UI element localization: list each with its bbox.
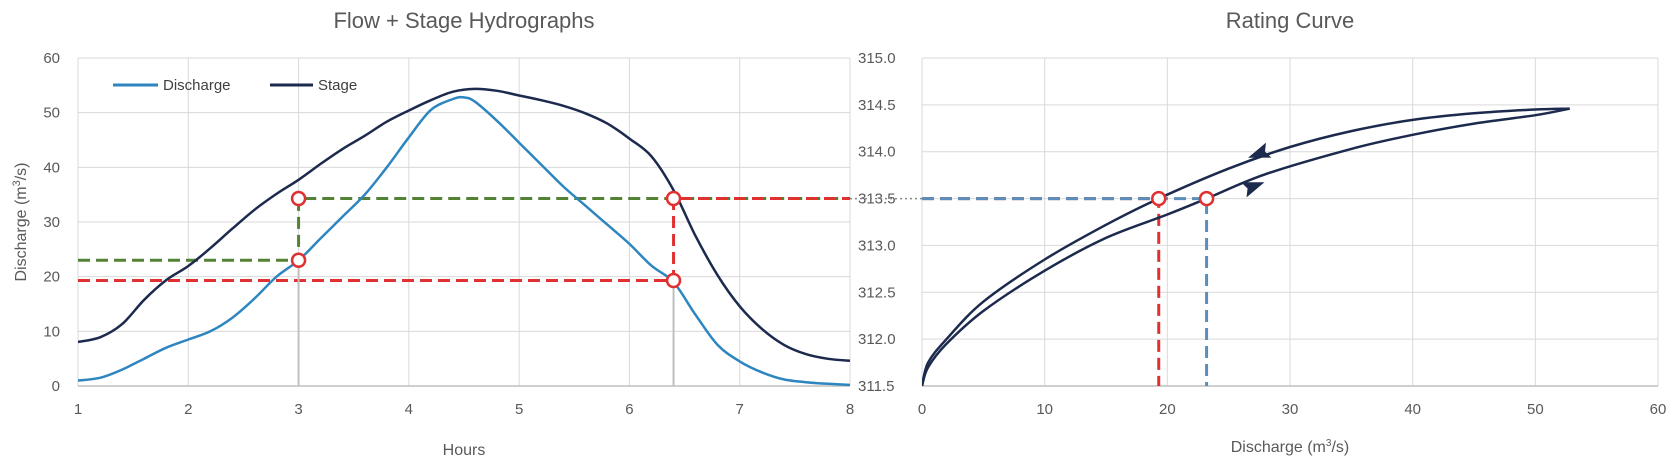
hydrograph-y-tick-label: 60 xyxy=(43,50,60,67)
hydrograph-y-tick-label: 40 xyxy=(43,159,60,176)
hydrograph-x-axis-label: Hours xyxy=(443,442,486,459)
hydrograph-y-tick-label: 30 xyxy=(43,214,60,231)
hydrograph-y2-tick-label: 311.5 xyxy=(858,378,894,395)
hydrograph-marker xyxy=(290,190,307,207)
hydrograph-y2-tick-label: 315.0 xyxy=(858,50,896,67)
rating-curve-x-tick-label: 60 xyxy=(1650,401,1667,418)
rating-curve-x-tick-label: 0 xyxy=(918,401,926,418)
hydrograph-reference-line xyxy=(78,196,850,282)
hydrograph-y-tick-label: 20 xyxy=(43,269,60,286)
rating-curve-x-tick-label: 20 xyxy=(1159,401,1176,418)
hydrograph-y2-tick-label: 313.0 xyxy=(858,237,896,254)
rating-curve-title: Rating Curve xyxy=(1226,8,1354,33)
rating-curve-marker xyxy=(1198,190,1215,207)
hydrograph-y-axis-label: Discharge (m3/s) xyxy=(11,162,30,281)
hydrograph-x-tick-label: 8 xyxy=(846,401,854,418)
hydrograph-y2-tick-label: 314.5 xyxy=(858,97,896,114)
hydrograph-y-ticks: 0 10 20 30 40 50 60 xyxy=(43,50,60,395)
hydrograph-reference-lines xyxy=(78,196,850,386)
hydrograph-y-tick-label: 50 xyxy=(43,105,60,122)
hydrograph-marker xyxy=(290,252,307,269)
legend-label-discharge: Discharge xyxy=(163,77,231,94)
hydrograph-x-tick-label: 6 xyxy=(625,401,633,418)
hydrograph-x-ticks: 1 2 3 4 5 6 7 8 xyxy=(74,401,854,418)
rating-curve-loop-line-upper xyxy=(922,107,1570,386)
hydrograph-y-tick-label: 0 xyxy=(52,378,60,395)
hydrograph-y-tick-label: 10 xyxy=(43,323,60,340)
rating-curve-x-tick-label: 40 xyxy=(1404,401,1421,418)
hydrograph-x-tick-label: 2 xyxy=(184,401,192,418)
hydrograph-marker xyxy=(665,190,682,207)
hydrograph-y2-tick-label: 312.0 xyxy=(858,331,896,348)
rating-curve-series xyxy=(922,107,1570,386)
hydrograph-series-line-stage xyxy=(78,87,850,362)
hydrograph-y2-tick-label: 312.5 xyxy=(858,284,896,301)
rating-curve-chart: Rating Curve 0 10 20 30 40 50 60 Discharge (m3… xyxy=(918,8,1667,456)
rating-curve-direction-arrow xyxy=(1241,182,1265,198)
hydrograph-x-tick-label: 5 xyxy=(515,401,523,418)
hydrograph-markers xyxy=(290,190,682,289)
hydrograph-y2-tick-label: 314.0 xyxy=(858,144,896,161)
hydrograph-grid xyxy=(77,57,851,387)
hydrograph-reference-line xyxy=(78,196,850,262)
rating-curve-markers xyxy=(1150,190,1215,207)
rating-curve-x-tick-label: 10 xyxy=(1036,401,1053,418)
rating-curve-marker xyxy=(1150,190,1167,207)
legend-label-stage: Stage xyxy=(318,77,357,94)
rating-curve-x-ticks: 0 10 20 30 40 50 60 xyxy=(918,401,1667,418)
rating-curve-direction-arrow xyxy=(1248,142,1272,158)
rating-curve-x-axis-label: Discharge (m3/s) xyxy=(1231,438,1349,456)
rating-curve-loop-line-lower xyxy=(922,107,1570,386)
hydrograph-x-tick-label: 1 xyxy=(74,401,82,418)
rating-curve-x-tick-label: 50 xyxy=(1527,401,1544,418)
rating-curve-x-tick-label: 30 xyxy=(1282,401,1299,418)
hydrograph-chart: Flow + Stage Hydrographs 0 10 20 30 40 50 60 3… xyxy=(11,8,896,459)
hydrograph-legend: Discharge Stage xyxy=(113,77,357,94)
hydrograph-title: Flow + Stage Hydrographs xyxy=(333,8,594,33)
hydrograph-series-line-discharge xyxy=(78,95,850,386)
rating-curve-grid xyxy=(921,57,1659,387)
hydrograph-x-tick-label: 4 xyxy=(405,401,413,418)
rating-curve-arrows xyxy=(1241,142,1272,198)
rating-curve-reference-line xyxy=(922,197,1209,386)
hydrograph-x-tick-label: 3 xyxy=(294,401,302,418)
hydrograph-marker xyxy=(665,272,682,289)
hydrograph-series xyxy=(78,87,850,386)
hydrograph-x-tick-label: 7 xyxy=(736,401,744,418)
